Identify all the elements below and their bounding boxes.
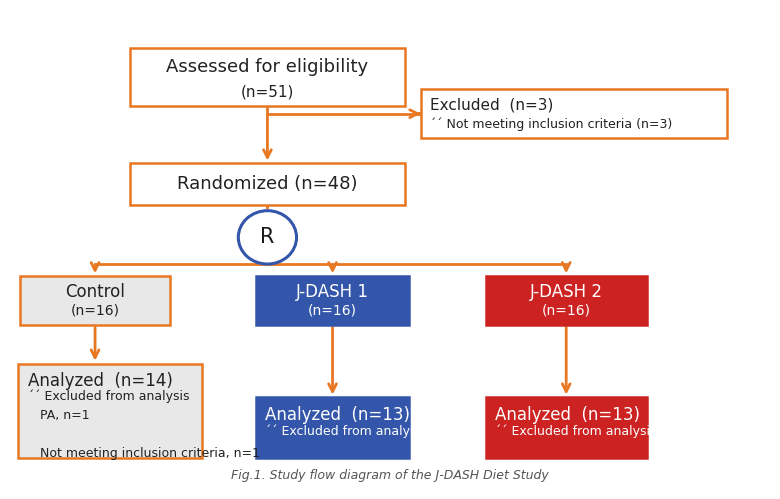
- Text: ´´ Excluded from analysis PA, n=3: ´´ Excluded from analysis PA, n=3: [495, 425, 710, 438]
- FancyBboxPatch shape: [129, 163, 406, 205]
- Text: J-DASH 1: J-DASH 1: [296, 283, 369, 301]
- Text: (n=16): (n=16): [541, 303, 590, 317]
- Text: Fig.1. Study flow diagram of the J-DASH Diet Study: Fig.1. Study flow diagram of the J-DASH …: [231, 470, 549, 483]
- Ellipse shape: [239, 211, 296, 264]
- Text: J-DASH 2: J-DASH 2: [530, 283, 603, 301]
- FancyBboxPatch shape: [256, 276, 410, 325]
- Text: R: R: [261, 228, 275, 248]
- Text: Randomized (n=48): Randomized (n=48): [177, 175, 358, 193]
- FancyBboxPatch shape: [486, 276, 647, 325]
- Text: Analyzed  (n=14): Analyzed (n=14): [27, 372, 172, 390]
- FancyBboxPatch shape: [256, 398, 410, 458]
- Text: (n=16): (n=16): [70, 303, 119, 317]
- FancyBboxPatch shape: [420, 89, 727, 138]
- Text: (n=51): (n=51): [241, 84, 294, 99]
- Text: Excluded  (n=3): Excluded (n=3): [430, 97, 553, 112]
- Text: Analyzed  (n=13): Analyzed (n=13): [495, 406, 640, 424]
- Text: Assessed for eligibility: Assessed for eligibility: [166, 57, 368, 76]
- Text: ´´ Not meeting inclusion criteria (n=3): ´´ Not meeting inclusion criteria (n=3): [430, 118, 672, 131]
- Text: ´´ Excluded from analysis PA, n=3: ´´ Excluded from analysis PA, n=3: [265, 425, 480, 438]
- Text: ´´ Excluded from analysis
   PA, n=1

   Not meeting inclusion criteria, n=1: ´´ Excluded from analysis PA, n=1 Not me…: [27, 389, 260, 460]
- FancyBboxPatch shape: [486, 398, 647, 458]
- Text: (n=16): (n=16): [308, 303, 357, 317]
- FancyBboxPatch shape: [129, 48, 406, 106]
- Text: Control: Control: [65, 283, 125, 301]
- FancyBboxPatch shape: [20, 276, 170, 325]
- FancyBboxPatch shape: [19, 363, 202, 458]
- Text: Analyzed  (n=13): Analyzed (n=13): [265, 406, 410, 424]
